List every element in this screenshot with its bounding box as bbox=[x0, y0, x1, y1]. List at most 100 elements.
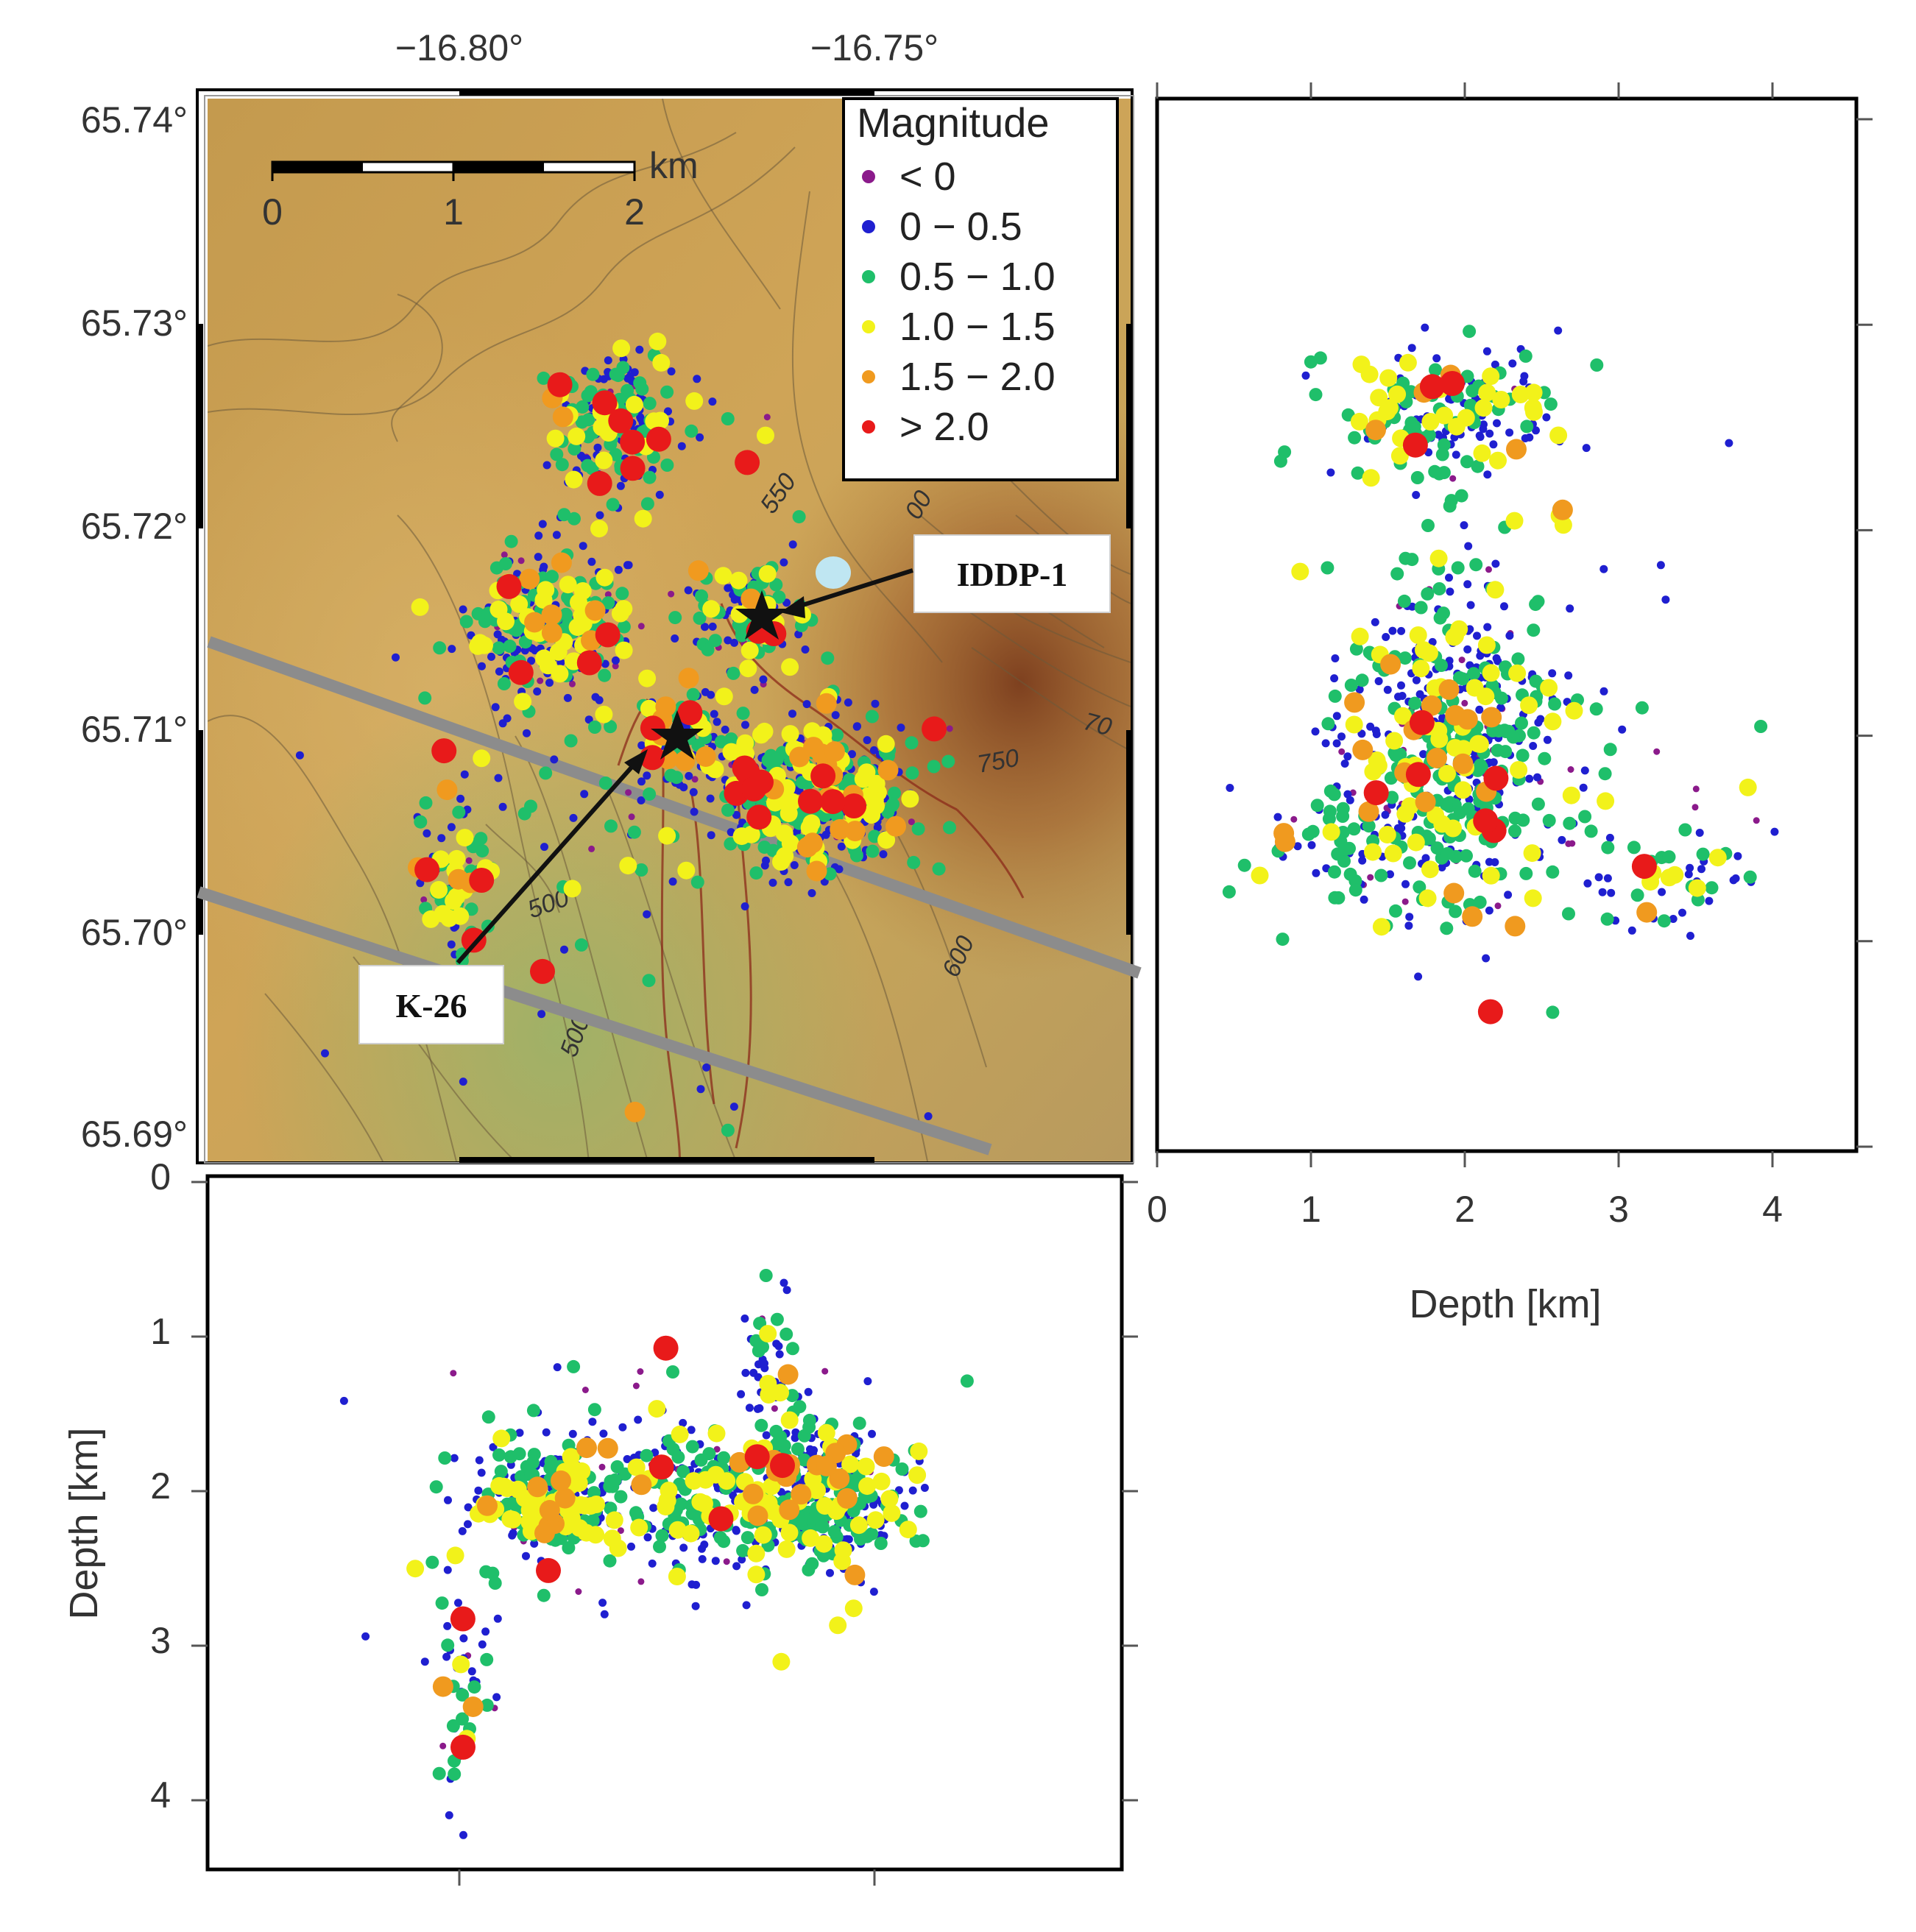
event-dot bbox=[1349, 642, 1363, 656]
event-dot bbox=[1394, 707, 1412, 725]
event-dot bbox=[1454, 781, 1472, 799]
event-dot bbox=[1357, 729, 1366, 738]
event-dot bbox=[1312, 868, 1321, 877]
event-dot bbox=[617, 620, 631, 634]
map-frame-ticks bbox=[197, 90, 1132, 1163]
event-dot bbox=[1482, 367, 1500, 386]
event-dot bbox=[1695, 829, 1704, 837]
event-dot bbox=[1496, 704, 1505, 712]
event-dot bbox=[545, 570, 559, 584]
event-dot bbox=[527, 657, 536, 665]
event-dot bbox=[895, 1462, 909, 1476]
event-dot bbox=[492, 641, 506, 655]
event-dot bbox=[643, 787, 657, 801]
event-dot bbox=[849, 849, 863, 863]
event-dot bbox=[689, 788, 698, 796]
event-dot bbox=[721, 725, 729, 734]
legend-label: 0 − 0.5 bbox=[899, 205, 1022, 249]
event-dot bbox=[597, 1437, 618, 1459]
event-dot bbox=[623, 1455, 632, 1463]
event-dot bbox=[713, 718, 721, 726]
event-dot bbox=[1463, 398, 1477, 412]
event-dot bbox=[1421, 413, 1440, 431]
event-dot bbox=[1429, 363, 1442, 377]
event-dot bbox=[1464, 542, 1473, 551]
event-dot bbox=[1407, 344, 1416, 353]
event-dot bbox=[432, 1766, 446, 1780]
event-dot bbox=[573, 1462, 591, 1480]
event-dot bbox=[627, 825, 641, 839]
legend-swatch bbox=[862, 270, 875, 283]
event-dot bbox=[562, 1541, 576, 1554]
event-dot bbox=[802, 832, 823, 854]
event-dot bbox=[1440, 371, 1465, 396]
event-dot bbox=[848, 750, 856, 759]
event-dot bbox=[789, 746, 810, 768]
event-dot bbox=[1474, 758, 1488, 772]
event-dot bbox=[1519, 377, 1528, 386]
event-dot bbox=[724, 636, 732, 645]
event-dot bbox=[634, 863, 648, 877]
event-dot bbox=[1432, 354, 1441, 363]
event-dot bbox=[1542, 413, 1551, 422]
event-dot bbox=[433, 641, 447, 655]
event-dot bbox=[533, 687, 542, 696]
event-dot bbox=[537, 1588, 551, 1602]
event-dot bbox=[1397, 824, 1406, 832]
event-dot bbox=[801, 645, 810, 654]
callout-iddp1: IDDP-1 bbox=[780, 534, 1111, 618]
event-dot bbox=[1578, 810, 1592, 824]
event-dot bbox=[1567, 766, 1574, 773]
event-dot bbox=[547, 372, 573, 397]
event-dot bbox=[574, 938, 588, 952]
event-dot bbox=[827, 1525, 841, 1539]
event-dot bbox=[539, 1500, 560, 1521]
event-dot bbox=[666, 1365, 679, 1379]
event-dot bbox=[831, 711, 840, 720]
event-dot bbox=[1309, 388, 1323, 402]
event-dot bbox=[1346, 796, 1354, 804]
event-dot bbox=[555, 458, 569, 472]
event-dot bbox=[1618, 725, 1627, 734]
event-dot bbox=[1418, 889, 1437, 907]
well-k26-star-icon bbox=[651, 710, 704, 760]
event-dot bbox=[592, 390, 618, 416]
lat-tick-labels: 65.74° 65.73° 65.72° 65.71° 65.70° 65.69… bbox=[81, 99, 188, 1155]
y-axis-title: Depth [km] bbox=[62, 1427, 106, 1619]
event-dot bbox=[598, 1599, 607, 1607]
event-dot bbox=[1475, 705, 1484, 714]
legend-label: 1.0 − 1.5 bbox=[899, 305, 1056, 349]
event-dot bbox=[708, 397, 717, 406]
event-dot bbox=[1754, 720, 1768, 733]
event-dot bbox=[1505, 512, 1524, 530]
event-dot bbox=[604, 819, 618, 833]
event-dot bbox=[788, 710, 796, 718]
event-dot bbox=[477, 1495, 498, 1516]
event-dot bbox=[1408, 696, 1422, 710]
event-dot bbox=[1443, 882, 1465, 904]
event-dot bbox=[1452, 753, 1474, 774]
event-dot bbox=[1402, 432, 1428, 458]
event-dot bbox=[1422, 428, 1436, 442]
event-dot bbox=[1527, 623, 1541, 637]
event-dot bbox=[624, 1101, 646, 1122]
event-dot bbox=[658, 827, 676, 845]
event-dot bbox=[1355, 673, 1369, 687]
event-dot bbox=[505, 1496, 519, 1510]
event-dot bbox=[562, 1448, 580, 1466]
event-dot bbox=[1457, 408, 1475, 427]
event-dot bbox=[776, 846, 794, 865]
event-dot bbox=[512, 1447, 526, 1461]
event-dot bbox=[1321, 739, 1330, 748]
event-dot bbox=[1525, 774, 1534, 783]
event-dot bbox=[1415, 791, 1436, 813]
event-dot bbox=[1355, 685, 1364, 694]
event-dot bbox=[361, 1632, 370, 1641]
event-dot bbox=[617, 1527, 624, 1535]
event-dot bbox=[836, 1487, 858, 1509]
event-dot bbox=[515, 1429, 524, 1437]
event-dot bbox=[1328, 865, 1341, 879]
event-dot bbox=[1599, 565, 1608, 573]
event-dot bbox=[1473, 895, 1487, 909]
event-dot bbox=[885, 815, 906, 837]
